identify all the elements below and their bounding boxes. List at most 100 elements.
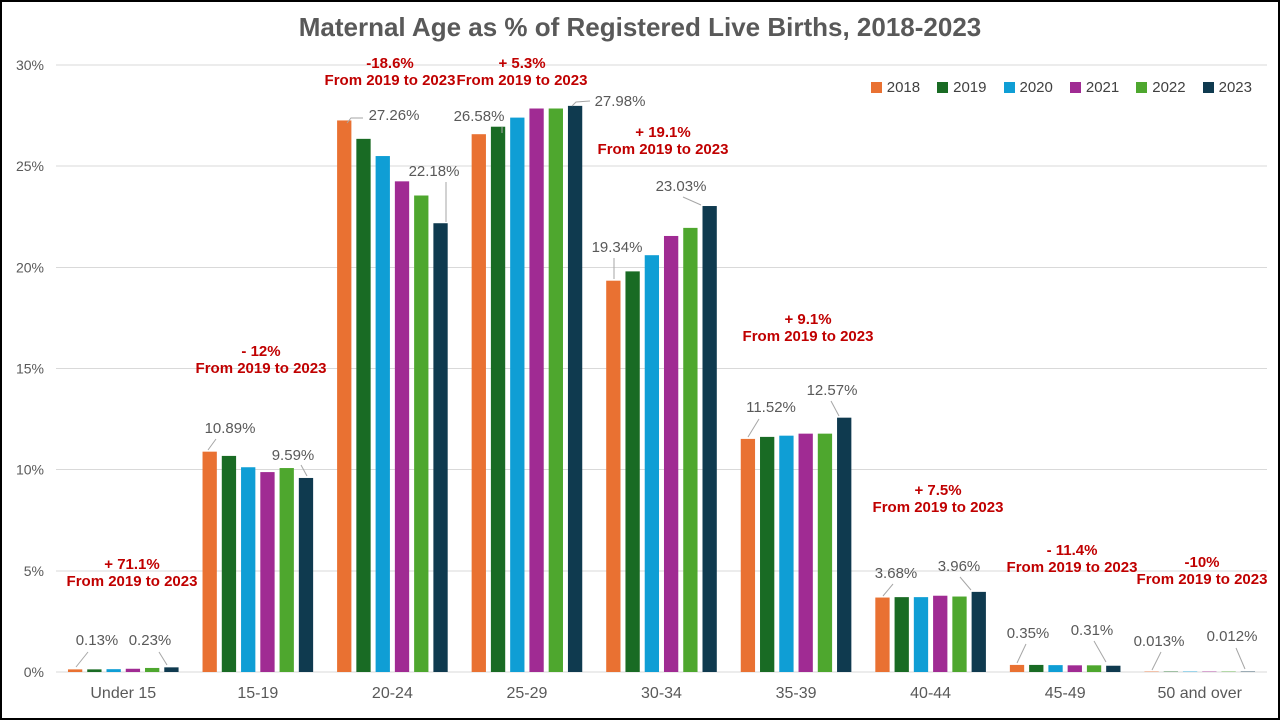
bar-2022-25-29 bbox=[548, 108, 563, 673]
leader-line bbox=[1151, 651, 1162, 671]
bar-2022-30-34 bbox=[683, 227, 698, 672]
leader-line bbox=[1235, 647, 1246, 670]
bar-2019-25-29 bbox=[490, 126, 506, 672]
bar-2021-35-39 bbox=[798, 433, 813, 672]
bar-2022-20-24 bbox=[414, 195, 429, 672]
x-axis-category-label: 45-49 bbox=[1045, 685, 1086, 702]
change-annotation-period: From 2019 to 2023 bbox=[598, 141, 729, 158]
bar-2020-under-15 bbox=[106, 669, 121, 672]
data-label: 11.52% bbox=[746, 399, 796, 416]
legend-swatch-icon bbox=[1136, 82, 1148, 93]
legend-label: 2021 bbox=[1085, 79, 1120, 96]
bar-2023-40-44 bbox=[971, 591, 986, 672]
data-label: 0.13% bbox=[76, 632, 119, 649]
bar-2023-35-39 bbox=[837, 417, 852, 672]
bar-2023-30-34 bbox=[702, 206, 717, 672]
leader-line bbox=[1093, 640, 1107, 663]
data-label: 22.18% bbox=[409, 163, 460, 180]
bar-2020-45-49 bbox=[1048, 665, 1063, 672]
legend-label: 2019 bbox=[953, 79, 987, 96]
bar-2021-25-29 bbox=[529, 108, 544, 673]
data-label: 26.58% bbox=[454, 108, 505, 125]
y-axis-tick-label: 5% bbox=[24, 563, 44, 579]
change-annotation-value: -10% bbox=[1184, 554, 1219, 571]
change-annotation-period: From 2019 to 2023 bbox=[325, 72, 456, 89]
bar-2019-20-24 bbox=[356, 138, 371, 672]
bar-2021-40-44 bbox=[933, 595, 948, 672]
bar-2020-25-29 bbox=[510, 117, 525, 672]
change-annotation-period: From 2019 to 2023 bbox=[67, 573, 198, 590]
bar-2018-40-44 bbox=[875, 597, 890, 672]
bar-2019-35-39 bbox=[760, 436, 775, 672]
change-annotation-value: - 11.4% bbox=[1047, 542, 1098, 559]
bar-2018-20-24 bbox=[337, 120, 352, 672]
data-label: 27.26% bbox=[369, 107, 420, 124]
x-axis-category-label: 30-34 bbox=[641, 685, 682, 702]
change-annotation-value: + 5.3% bbox=[498, 55, 545, 72]
legend-item-2019: 2019 bbox=[937, 79, 987, 96]
bar-2023-25-29 bbox=[567, 105, 583, 672]
leader-line bbox=[1016, 643, 1027, 664]
legend-swatch-icon bbox=[1003, 82, 1015, 93]
bar-2022-45-49 bbox=[1086, 665, 1102, 672]
change-annotation-period: From 2019 to 2023 bbox=[196, 360, 327, 377]
change-annotation-period: From 2019 to 2023 bbox=[743, 328, 874, 345]
x-axis-category-label: Under 15 bbox=[90, 685, 156, 702]
legend-label: 2023 bbox=[1218, 79, 1252, 96]
leader-line bbox=[346, 117, 363, 124]
bar-2019-15-19 bbox=[221, 455, 237, 672]
bar-2023-under-15 bbox=[164, 667, 179, 672]
y-axis-tick-label: 10% bbox=[16, 462, 44, 478]
data-label: 19.34% bbox=[592, 239, 643, 256]
legend: 2018 2019 2020 2021 2022 2023 bbox=[870, 79, 1252, 96]
data-label: 3.68% bbox=[875, 565, 918, 582]
bar-2021-30-34 bbox=[663, 235, 679, 672]
change-annotation-period: From 2019 to 2023 bbox=[873, 499, 1004, 516]
data-label: 10.89% bbox=[205, 420, 256, 437]
bar-2023-45-49 bbox=[1106, 665, 1121, 672]
legend-label: 2022 bbox=[1152, 79, 1186, 96]
change-annotation-value: + 7.5% bbox=[914, 482, 961, 499]
bar-2022-35-39 bbox=[817, 433, 833, 672]
change-annotation-value: + 19.1% bbox=[635, 124, 690, 141]
x-axis-category-label: 25-29 bbox=[506, 685, 547, 702]
change-annotation-period: From 2019 to 2023 bbox=[1137, 571, 1268, 588]
legend-swatch-icon bbox=[1202, 82, 1214, 93]
leader-line bbox=[682, 196, 702, 206]
bar-2020-30-34 bbox=[644, 255, 660, 672]
leader-line bbox=[747, 418, 760, 438]
bar-2019-under-15 bbox=[87, 669, 102, 672]
legend-swatch-icon bbox=[870, 82, 882, 93]
y-axis-tick-label: 25% bbox=[16, 158, 44, 174]
legend-item-2020: 2020 bbox=[1003, 79, 1053, 96]
bar-2018-30-34 bbox=[606, 280, 621, 672]
leader-line bbox=[830, 400, 840, 417]
bar-2019-40-44 bbox=[894, 597, 909, 672]
data-label: 12.57% bbox=[807, 382, 858, 399]
bar-2019-45-49 bbox=[1029, 664, 1044, 672]
legend-item-2023: 2023 bbox=[1202, 79, 1252, 96]
bar-2021-under-15 bbox=[125, 668, 141, 672]
leader-line bbox=[75, 651, 89, 668]
data-label: 0.23% bbox=[129, 632, 172, 649]
data-label: 0.013% bbox=[1134, 633, 1185, 650]
bar-2018-15-19 bbox=[202, 451, 217, 672]
bar-2023-15-19 bbox=[298, 477, 314, 672]
legend-swatch-icon bbox=[1069, 82, 1081, 93]
legend-label: 2020 bbox=[1019, 79, 1053, 96]
change-annotation-value: + 71.1% bbox=[104, 556, 159, 573]
data-label: 9.59% bbox=[272, 447, 315, 464]
data-label: 23.03% bbox=[656, 178, 707, 195]
leader-line bbox=[158, 651, 168, 666]
change-annotation-value: - 12% bbox=[241, 343, 280, 360]
chart-title: Maternal Age as % of Registered Live Bir… bbox=[298, 12, 982, 42]
data-label: 0.012% bbox=[1207, 628, 1258, 645]
x-axis-category-label: 40-44 bbox=[910, 685, 951, 702]
leader-line bbox=[882, 583, 894, 597]
x-axis-category-label: 50 and over bbox=[1157, 685, 1242, 702]
data-label: 3.96% bbox=[938, 558, 981, 575]
bar-2018-45-49 bbox=[1009, 664, 1025, 672]
x-axis-category-label: 15-19 bbox=[237, 685, 278, 702]
data-label: 27.98% bbox=[595, 93, 646, 110]
